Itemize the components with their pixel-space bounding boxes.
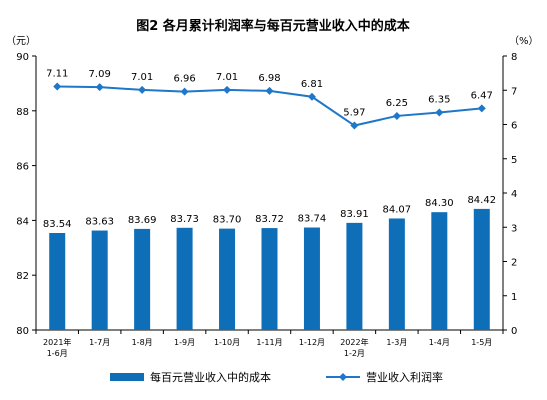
x-axis-tick-label: 1-7月 [89, 338, 110, 347]
x-axis-tick-label: 1-5月 [471, 338, 492, 347]
right-axis-tick-label: 6 [511, 121, 517, 132]
right-axis-tick-label: 2 [511, 258, 517, 269]
x-axis-tick-label: 2021年 [43, 337, 71, 347]
line-point [180, 87, 189, 96]
right-axis-tick-label: 1 [511, 292, 517, 303]
bar [219, 228, 236, 330]
legend: 每百元营业收入中的成本 营业收入利润率 [110, 370, 443, 384]
right-axis-unit: （%） [509, 35, 539, 47]
left-axis-tick-label: 86 [16, 162, 29, 173]
line-value-label: 7.01 [216, 72, 238, 83]
legend-bar-label: 每百元营业收入中的成本 [150, 370, 271, 384]
bar [303, 227, 320, 330]
line-value-label: 6.96 [173, 74, 195, 85]
right-axis-tick-label: 4 [511, 189, 517, 200]
line-value-label: 7.01 [131, 72, 153, 83]
line-value-label: 6.98 [258, 73, 280, 84]
x-axis-tick-label: 1-8月 [132, 338, 153, 347]
x-axis-tick-label: 1-3月 [386, 338, 407, 347]
bar [346, 222, 363, 330]
bar [176, 227, 193, 330]
right-axis-tick-label: 5 [511, 155, 517, 166]
left-axis-tick-label: 88 [16, 107, 29, 118]
line-value-label: 6.25 [386, 98, 408, 109]
bar [49, 233, 66, 330]
line-point [138, 85, 147, 94]
line-point [265, 86, 274, 95]
chart-title: 图2 各月累计利润率与每百元营业收入中的成本 [136, 18, 410, 34]
bar-value-label: 83.73 [170, 214, 199, 225]
left-axis-tick-label: 80 [16, 326, 29, 337]
x-axis-tick-label: 1-4月 [429, 338, 450, 347]
right-axis-tick-label: 7 [511, 86, 517, 97]
legend-bar-swatch [110, 373, 144, 381]
line-point [53, 82, 62, 91]
bar-value-label: 84.42 [467, 195, 496, 206]
line-point [223, 85, 232, 94]
bar [91, 230, 108, 330]
axes: 80 82 84 86 88 90 0 1 2 3 4 5 6 7 8 [16, 52, 517, 337]
x-axis-ticks: 2021年 1-6月 1-7月 1-8月 1-9月 1-10月 1-11月 1-12月 2022… [35, 330, 504, 358]
line-value-label: 7.09 [89, 69, 111, 80]
left-axis-tick-label: 90 [16, 52, 29, 63]
line-point [477, 104, 486, 113]
line-value-label: 6.47 [471, 90, 493, 101]
line-point [435, 108, 444, 117]
line-point [307, 92, 316, 101]
right-axis-tick-label: 3 [511, 223, 517, 234]
x-axis-tick-label: 1-9月 [174, 338, 195, 347]
bar-value-label: 83.54 [43, 219, 72, 230]
x-axis-tick-label: 1-12月 [299, 338, 325, 347]
bar-value-label: 84.30 [425, 198, 454, 209]
line-point [350, 121, 359, 130]
left-axis-tick-label: 84 [16, 216, 29, 227]
x-axis-tick-label: 1-10月 [214, 338, 240, 347]
left-axis-tick-label: 82 [16, 271, 29, 282]
bar [473, 208, 490, 330]
right-axis-tick-label: 0 [511, 326, 517, 337]
line-value-label: 5.97 [343, 108, 365, 119]
bar-value-label: 83.63 [85, 217, 114, 228]
legend-line-marker [339, 373, 347, 381]
left-axis-unit: （元） [6, 35, 36, 47]
bar [134, 228, 151, 330]
line-value-label: 6.81 [301, 79, 323, 90]
x-axis-tick-label: 1-6月 [47, 349, 68, 358]
line-point [392, 111, 401, 120]
x-axis-tick-label: 1-11月 [256, 338, 282, 347]
line-value-label: 6.35 [428, 95, 450, 106]
bar-value-label: 83.72 [255, 214, 284, 225]
bar [261, 228, 278, 330]
bar-value-label: 83.74 [298, 214, 327, 225]
bar-value-label: 83.69 [128, 215, 157, 226]
bar-value-label: 83.91 [340, 209, 369, 220]
bar-series: 83.54 83.63 83.69 83.73 83.70 83.72 83.74 83.91… [43, 195, 496, 330]
bar [388, 218, 405, 330]
right-axis-tick-label: 8 [511, 52, 517, 63]
line-value-label: 7.11 [46, 68, 68, 79]
bar-value-label: 83.70 [213, 215, 242, 226]
x-axis-tick-label: 2022年 [340, 337, 368, 347]
bar-value-label: 84.07 [383, 204, 412, 215]
x-axis-tick-label: 1-2月 [344, 349, 365, 358]
line-point [95, 83, 104, 92]
line-series: 7.11 7.09 7.01 6.96 7.01 6.98 6.81 5.97 6.25 6.35… [46, 68, 493, 130]
bar [431, 212, 448, 330]
legend-line-label: 营业收入利润率 [366, 370, 443, 384]
